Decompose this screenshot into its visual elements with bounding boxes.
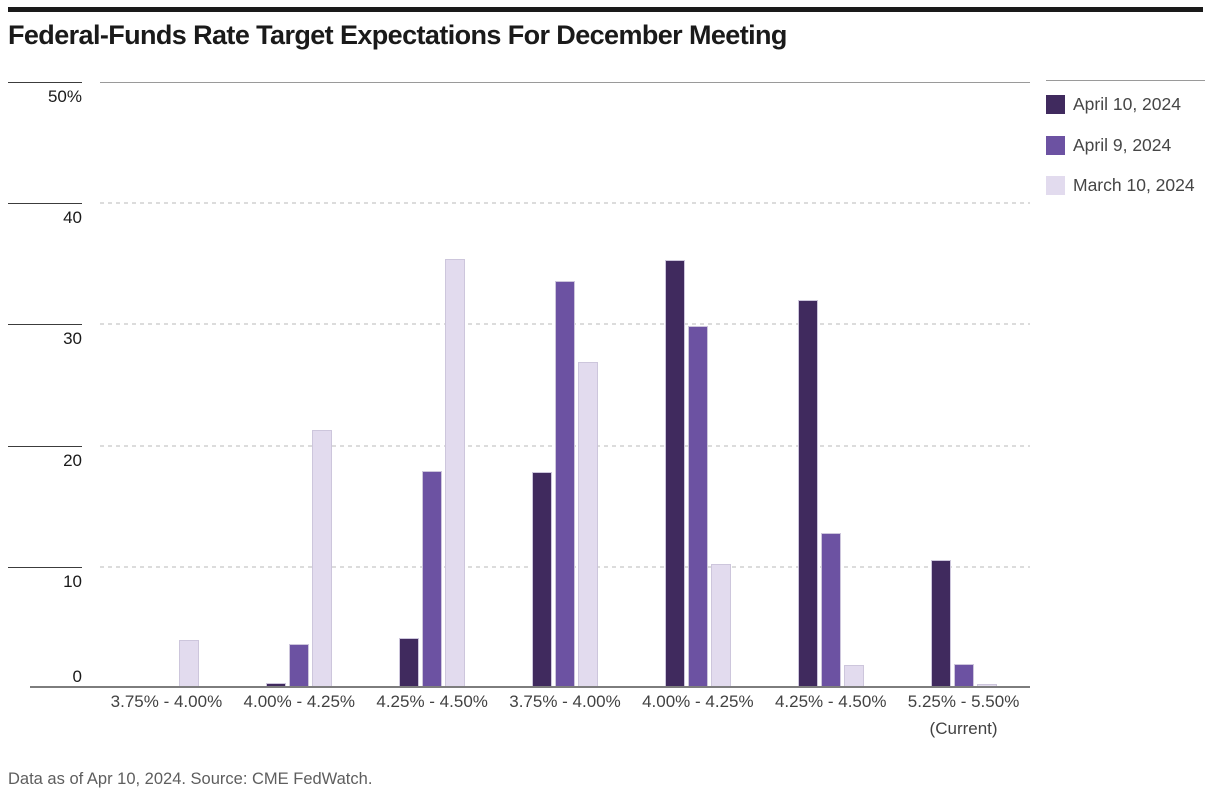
bar-group-1 (133, 639, 200, 688)
bar-april-10-2024 (930, 559, 951, 688)
y-tick-line-20 (8, 445, 82, 447)
legend-item-april-9-2024: April 9, 2024 (1046, 135, 1171, 156)
bar-group-7 (930, 559, 997, 688)
x-tick-label-7: 5.25% - 5.50% (Current) (897, 692, 1030, 739)
bar-april-10-2024 (664, 260, 685, 688)
x-tick-label-6: 4.25% - 4.50% (774, 692, 887, 711)
legend-swatch (1046, 95, 1065, 114)
bar-april-9-2024 (687, 325, 708, 688)
y-tick-line-40 (8, 203, 82, 205)
bar-april-9-2024 (555, 280, 575, 688)
legend-item-april-10-2024: April 10, 2024 (1046, 94, 1181, 115)
x-axis: 3.75% - 4.00% 4.00% - 4.25% 4.25% - 4.50% 3… (100, 692, 1030, 752)
bar-group-2 (266, 429, 333, 688)
legend-label: March 10, 2024 (1073, 175, 1195, 195)
source-note: Data as of Apr 10, 2024. Source: CME Fed… (8, 770, 373, 788)
legend-label: April 9, 2024 (1073, 134, 1172, 155)
chart-title: Federal-Funds Rate Target Expectations F… (8, 20, 787, 50)
bar-group-5 (664, 260, 731, 688)
bar-march-10-2024 (843, 664, 864, 688)
bar-april-10-2024 (266, 683, 287, 688)
bar-group-6 (797, 300, 864, 688)
y-tick-label-0: 0 (72, 667, 82, 686)
bar-group-4 (532, 280, 598, 688)
y-tick-label-40: 40 (63, 208, 82, 228)
y-axis: 50% 40 30 20 10 0 (0, 0, 100, 802)
legend-item-march-10-2024: March 10, 2024 (1046, 175, 1195, 196)
y-tick-label-10: 10 (63, 571, 82, 591)
bar-april-10-2024 (532, 472, 552, 688)
gridline-50 (100, 82, 1030, 83)
bar-april-9-2024 (820, 532, 841, 688)
y-tick-line-30 (8, 324, 82, 326)
x-tick-sublabel: (Current) (929, 719, 998, 738)
bar-april-10-2024 (797, 300, 818, 688)
bar-april-10-2024 (399, 638, 420, 688)
x-tick-label-4: 3.75% - 4.00% (509, 692, 621, 711)
plot-area (100, 82, 1030, 688)
y-tick-label-30: 30 (63, 329, 82, 349)
x-axis-line (30, 686, 1030, 688)
bar-april-9-2024 (953, 663, 974, 688)
top-rule (8, 7, 1203, 12)
x-tick-label-1: 3.75% - 4.00% (110, 692, 223, 711)
legend-rule (1046, 80, 1205, 81)
bar-march-10-2024 (710, 564, 731, 688)
x-tick-label-2: 4.00% - 4.25% (243, 692, 356, 711)
x-tick-label-3: 4.25% - 4.50% (376, 692, 488, 711)
bar-group-3 (399, 258, 466, 688)
bar-march-10-2024 (179, 639, 200, 688)
bar-march-10-2024 (445, 258, 466, 688)
y-tick-label-20: 20 (63, 450, 82, 470)
y-tick-line-50 (8, 82, 82, 83)
y-tick-line-10 (8, 566, 82, 568)
legend-label: April 10, 2024 (1073, 94, 1181, 114)
bar-march-10-2024 (312, 429, 333, 688)
bar-april-9-2024 (422, 471, 443, 688)
legend-swatch (1046, 176, 1065, 195)
gridline-40 (100, 202, 1030, 205)
x-tick-label-5: 4.00% - 4.25% (642, 692, 754, 711)
y-tick-label-50: 50% (47, 87, 82, 106)
legend-swatch (1046, 135, 1065, 155)
bar-march-10-2024 (578, 361, 598, 688)
bar-april-9-2024 (289, 644, 310, 688)
